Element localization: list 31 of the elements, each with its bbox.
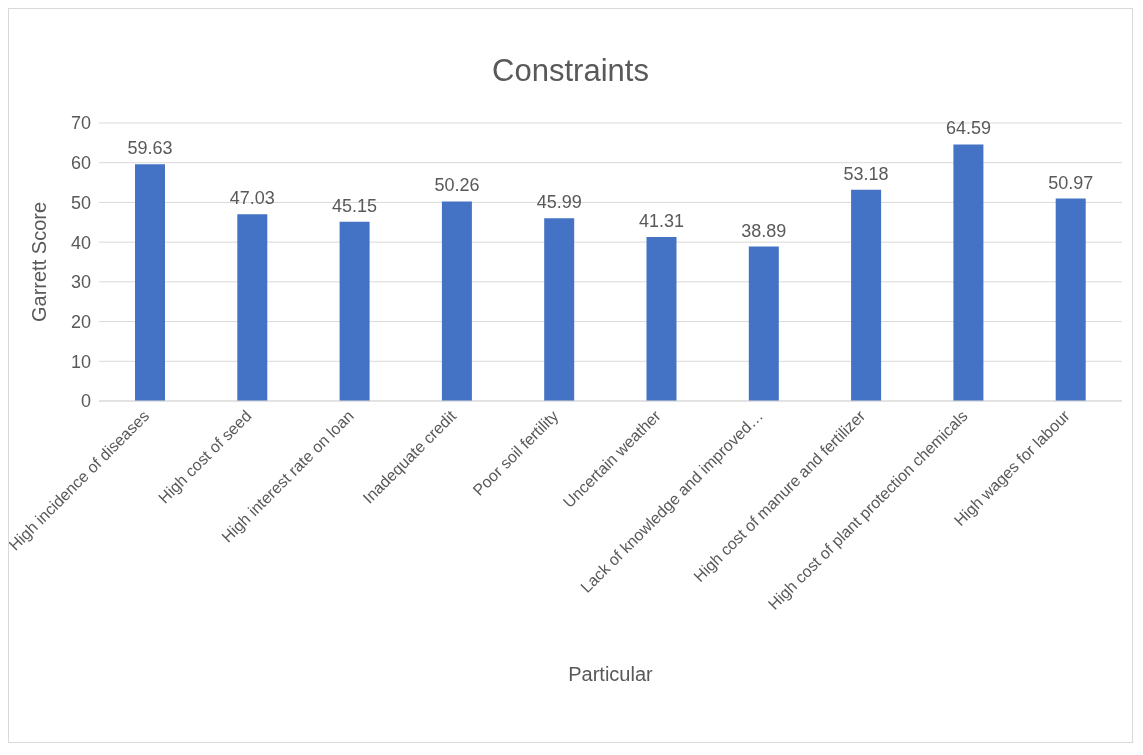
bar [544,218,575,401]
y-tick-label: 0 [80,391,91,412]
bar [441,201,472,401]
data-label: 59.63 [127,138,173,159]
y-tick-label: 40 [70,232,91,253]
bar [851,189,882,401]
bar [646,236,677,401]
y-tick-label: 70 [70,113,91,134]
bar [1055,198,1086,401]
x-axis-title: Particular [568,663,654,685]
bar [953,144,984,401]
data-label: 45.15 [332,195,378,216]
bar [748,246,779,401]
data-label: 45.99 [536,192,582,213]
data-label: 47.03 [229,188,275,209]
bar [339,221,370,401]
y-tick-label: 50 [70,192,91,213]
data-label: 41.31 [638,210,685,231]
y-tick-label: 10 [70,351,91,372]
y-tick-label: 60 [70,153,91,174]
bar [135,164,165,401]
y-tick-label: 20 [70,311,91,332]
data-label: 53.18 [843,163,889,184]
data-label: 50.97 [1048,172,1094,193]
chart-title: Constraints [492,53,649,89]
bar [237,214,268,401]
data-label: 50.26 [434,175,480,196]
y-tick-label: 30 [70,272,91,293]
data-label: 38.89 [741,220,787,241]
y-axis-title: Garrett Score [28,201,51,322]
data-label: 64.59 [945,118,991,139]
